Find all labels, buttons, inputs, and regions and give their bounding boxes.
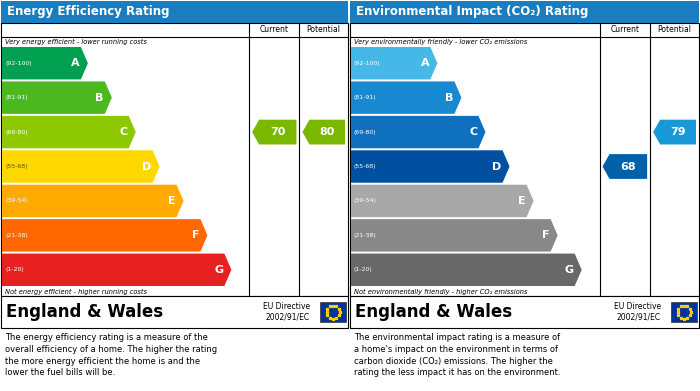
Text: E: E — [168, 196, 176, 206]
Polygon shape — [2, 81, 112, 114]
Text: A: A — [71, 58, 80, 68]
Text: G: G — [214, 265, 223, 275]
Text: Environmental Impact (CO₂) Rating: Environmental Impact (CO₂) Rating — [356, 5, 589, 18]
Polygon shape — [351, 150, 510, 183]
Text: The environmental impact rating is a measure of
a home's impact on the environme: The environmental impact rating is a mea… — [354, 333, 561, 377]
Text: Current: Current — [610, 25, 639, 34]
Polygon shape — [351, 219, 558, 251]
Text: (39-54): (39-54) — [354, 198, 377, 203]
Text: B: B — [95, 93, 104, 103]
Text: E: E — [518, 196, 526, 206]
Text: D: D — [492, 161, 501, 172]
Text: Potential: Potential — [307, 25, 341, 34]
Polygon shape — [252, 120, 296, 144]
Polygon shape — [603, 154, 647, 179]
Polygon shape — [351, 47, 438, 79]
Text: (81-91): (81-91) — [5, 95, 27, 100]
Text: F: F — [192, 230, 199, 240]
Text: (92-100): (92-100) — [5, 61, 32, 66]
Polygon shape — [351, 116, 486, 148]
Polygon shape — [2, 254, 232, 286]
Text: EU Directive
2002/91/EC: EU Directive 2002/91/EC — [614, 302, 661, 322]
Text: (55-68): (55-68) — [5, 164, 27, 169]
Text: C: C — [470, 127, 477, 137]
Text: (81-91): (81-91) — [354, 95, 377, 100]
Text: Very energy efficient - lower running costs: Very energy efficient - lower running co… — [5, 38, 147, 45]
Text: Energy Efficiency Rating: Energy Efficiency Rating — [7, 5, 169, 18]
Polygon shape — [2, 47, 88, 79]
Text: Current: Current — [260, 25, 289, 34]
Text: EU Directive
2002/91/EC: EU Directive 2002/91/EC — [263, 302, 310, 322]
Text: (1-20): (1-20) — [354, 267, 372, 272]
Text: (21-38): (21-38) — [354, 233, 377, 238]
Text: 70: 70 — [270, 127, 286, 137]
Bar — [671, 302, 697, 322]
Text: F: F — [542, 230, 550, 240]
Text: 80: 80 — [319, 127, 335, 137]
Text: (39-54): (39-54) — [5, 198, 28, 203]
Bar — [1, 296, 348, 328]
Text: 79: 79 — [671, 127, 686, 137]
Text: Not environmentally friendly - higher CO₂ emissions: Not environmentally friendly - higher CO… — [354, 289, 528, 294]
Text: 68: 68 — [620, 161, 636, 172]
Bar — [1, 23, 348, 296]
Text: C: C — [120, 127, 127, 137]
Polygon shape — [2, 150, 160, 183]
Text: (1-20): (1-20) — [5, 267, 24, 272]
Text: England & Wales: England & Wales — [6, 303, 163, 321]
Bar — [1, 1, 348, 23]
Text: (55-68): (55-68) — [354, 164, 377, 169]
Text: G: G — [565, 265, 574, 275]
Bar — [350, 296, 699, 328]
Text: England & Wales: England & Wales — [355, 303, 512, 321]
Text: (21-38): (21-38) — [5, 233, 28, 238]
Text: The energy efficiency rating is a measure of the
overall efficiency of a home. T: The energy efficiency rating is a measur… — [5, 333, 217, 377]
Text: (69-80): (69-80) — [5, 129, 27, 135]
Polygon shape — [2, 219, 207, 251]
Text: Not energy efficient - higher running costs: Not energy efficient - higher running co… — [5, 289, 147, 294]
Polygon shape — [351, 185, 533, 217]
Text: Very environmentally friendly - lower CO₂ emissions: Very environmentally friendly - lower CO… — [354, 38, 527, 45]
Text: B: B — [445, 93, 454, 103]
Polygon shape — [653, 120, 696, 144]
Text: D: D — [142, 161, 152, 172]
Text: A: A — [421, 58, 429, 68]
Text: (92-100): (92-100) — [354, 61, 381, 66]
Polygon shape — [302, 120, 345, 144]
Bar — [320, 302, 346, 322]
Polygon shape — [351, 81, 461, 114]
Polygon shape — [351, 254, 582, 286]
Polygon shape — [2, 116, 136, 148]
Polygon shape — [2, 185, 183, 217]
Text: (69-80): (69-80) — [354, 129, 377, 135]
Bar — [350, 1, 699, 23]
Bar — [350, 23, 699, 296]
Text: Potential: Potential — [657, 25, 692, 34]
